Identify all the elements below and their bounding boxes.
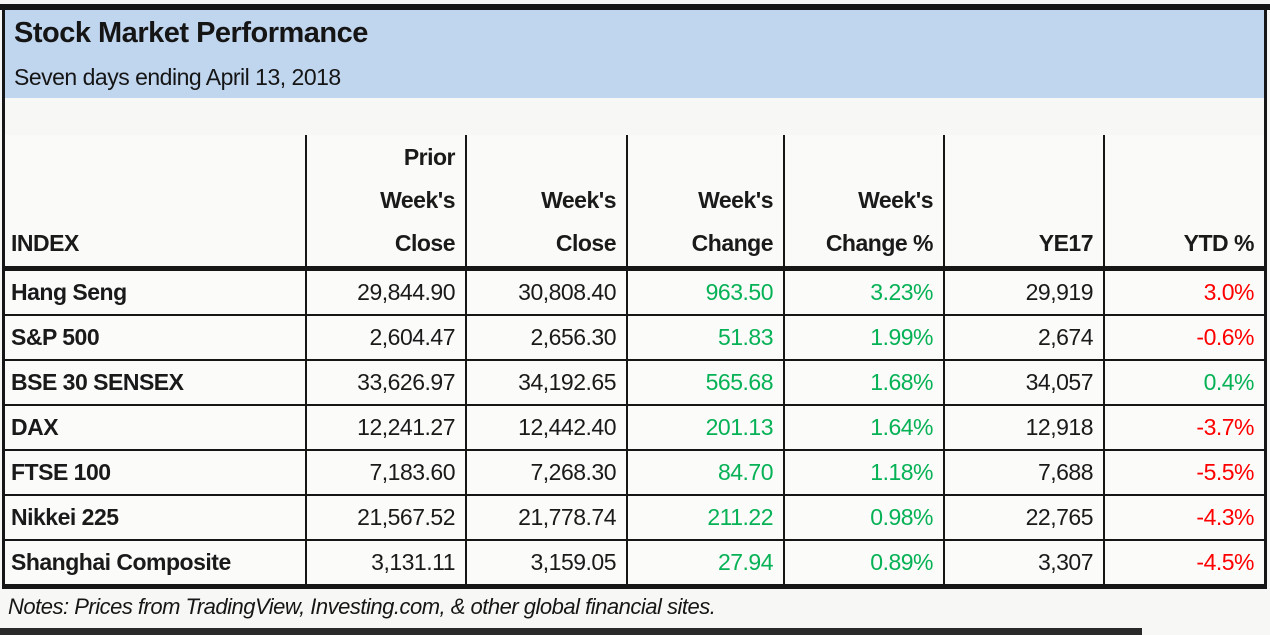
weeks-close-cell: 3,159.05 [467,541,628,584]
table-row-hang-seng: Hang Seng 29,844.90 30,808.40 963.50 3.2… [5,271,1264,316]
ytd-pct-cell: -4.3% [1196,504,1254,530]
index-name-cell: Nikkei 225 [5,496,307,539]
header-line: Change [691,230,774,256]
index-name-cell: S&P 500 [5,316,307,359]
header-line: Prior [403,144,456,170]
table-row-nikkei225: Nikkei 225 21,567.52 21,778.74 211.22 0.… [5,496,1264,541]
prior-close-cell: 2,604.47 [307,316,467,359]
ytd-pct-cell: -3.7% [1196,414,1254,440]
table-row-sp500: S&P 500 2,604.47 2,656.30 51.83 1.99% 2,… [5,316,1264,361]
ytd-pct-cell: 3.0% [1203,279,1255,305]
weeks-change-pct-cell: 0.89% [785,541,945,584]
weeks-close-cell: 21,778.74 [467,496,628,539]
column-header-weeks-change-pct: Week's Change % [785,135,945,266]
page-title: Stock Market Performance [14,17,368,49]
weeks-change-cell: 201.13 [628,406,785,449]
column-header-weeks-change: Week's Change [628,135,785,266]
ye17-cell: 12,918 [945,406,1105,449]
table-row-bse-sensex: BSE 30 SENSEX 33,626.97 34,192.65 565.68… [5,361,1264,406]
weeks-close-cell: 2,656.30 [467,316,628,359]
ytd-pct-cell: -4.5% [1196,549,1254,575]
column-header-weeks-close: Week's Close [467,135,628,266]
index-name-cell: FTSE 100 [5,451,307,494]
ye17-cell: 2,674 [945,316,1105,359]
ye17-cell: 7,688 [945,451,1105,494]
table-row-dax: DAX 12,241.27 12,442.40 201.13 1.64% 12,… [5,406,1264,451]
right-border-line [1264,4,1267,589]
index-name-cell: DAX [5,406,307,449]
weeks-change-pct-cell: 1.68% [785,361,945,404]
index-name-cell: Shanghai Composite [5,541,307,584]
header-line: Week's [698,187,773,213]
weeks-close-cell: 34,192.65 [467,361,628,404]
prior-close-cell: 3,131.11 [307,541,467,584]
page-subtitle: Seven days ending April 13, 2018 [14,64,341,90]
index-name-cell: BSE 30 SENSEX [5,361,307,404]
weeks-change-pct-cell: 3.23% [785,271,945,314]
weeks-close-cell: 12,442.40 [467,406,628,449]
stock-table: INDEX Prior Week's Close Week's Close We… [5,135,1264,589]
weeks-change-cell: 963.50 [628,271,785,314]
header-line: Week's [541,187,616,213]
prior-close-cell: 33,626.97 [307,361,467,404]
ye17-cell: 3,307 [945,541,1105,584]
prior-close-cell: 12,241.27 [307,406,467,449]
weeks-close-cell: 30,808.40 [467,271,628,314]
left-border-line [2,4,5,589]
weeks-change-cell: 51.83 [628,316,785,359]
weeks-change-cell: 211.22 [628,496,785,539]
weeks-change-pct-cell: 0.98% [785,496,945,539]
table-row-shanghai-composite: Shanghai Composite 3,131.11 3,159.05 27.… [5,541,1264,589]
prior-close-cell: 21,567.52 [307,496,467,539]
notes-text: Notes: Prices from TradingView, Investin… [8,594,716,619]
prior-close-cell: 7,183.60 [307,451,467,494]
ytd-pct-cell: 0.4% [1203,369,1255,395]
column-header-ye17: YE17 [945,135,1105,266]
weeks-change-cell: 565.68 [628,361,785,404]
column-header-ytd-pct: YTD % [1183,230,1255,256]
weeks-change-cell: 27.94 [628,541,785,584]
weeks-change-pct-cell: 1.64% [785,406,945,449]
header-line: Week's [380,187,455,213]
header-line: Week's [858,187,933,213]
weeks-change-pct-cell: 1.99% [785,316,945,359]
header-line: Close [394,230,456,256]
index-name-cell: Hang Seng [5,271,307,314]
title-block: Stock Market Performance Seven days endi… [5,10,1264,98]
header-line: Close [555,230,617,256]
ye17-cell: 22,765 [945,496,1105,539]
prior-close-cell: 29,844.90 [307,271,467,314]
ye17-cell: 34,057 [945,361,1105,404]
weeks-change-pct-cell: 1.18% [785,451,945,494]
bottom-border-bar [0,628,1142,635]
table-row-ftse100: FTSE 100 7,183.60 7,268.30 84.70 1.18% 7… [5,451,1264,496]
column-header-prior-weeks-close: Prior Week's Close [307,135,467,266]
ytd-pct-cell: -0.6% [1196,324,1254,350]
weeks-change-cell: 84.70 [628,451,785,494]
header-line: Change % [825,230,934,256]
ytd-pct-cell: -5.5% [1196,459,1254,485]
table-header-row: INDEX Prior Week's Close Week's Close We… [5,135,1264,271]
weeks-close-cell: 7,268.30 [467,451,628,494]
column-header-index: INDEX [5,135,307,266]
ye17-cell: 29,919 [945,271,1105,314]
top-border-bar [0,4,1270,10]
